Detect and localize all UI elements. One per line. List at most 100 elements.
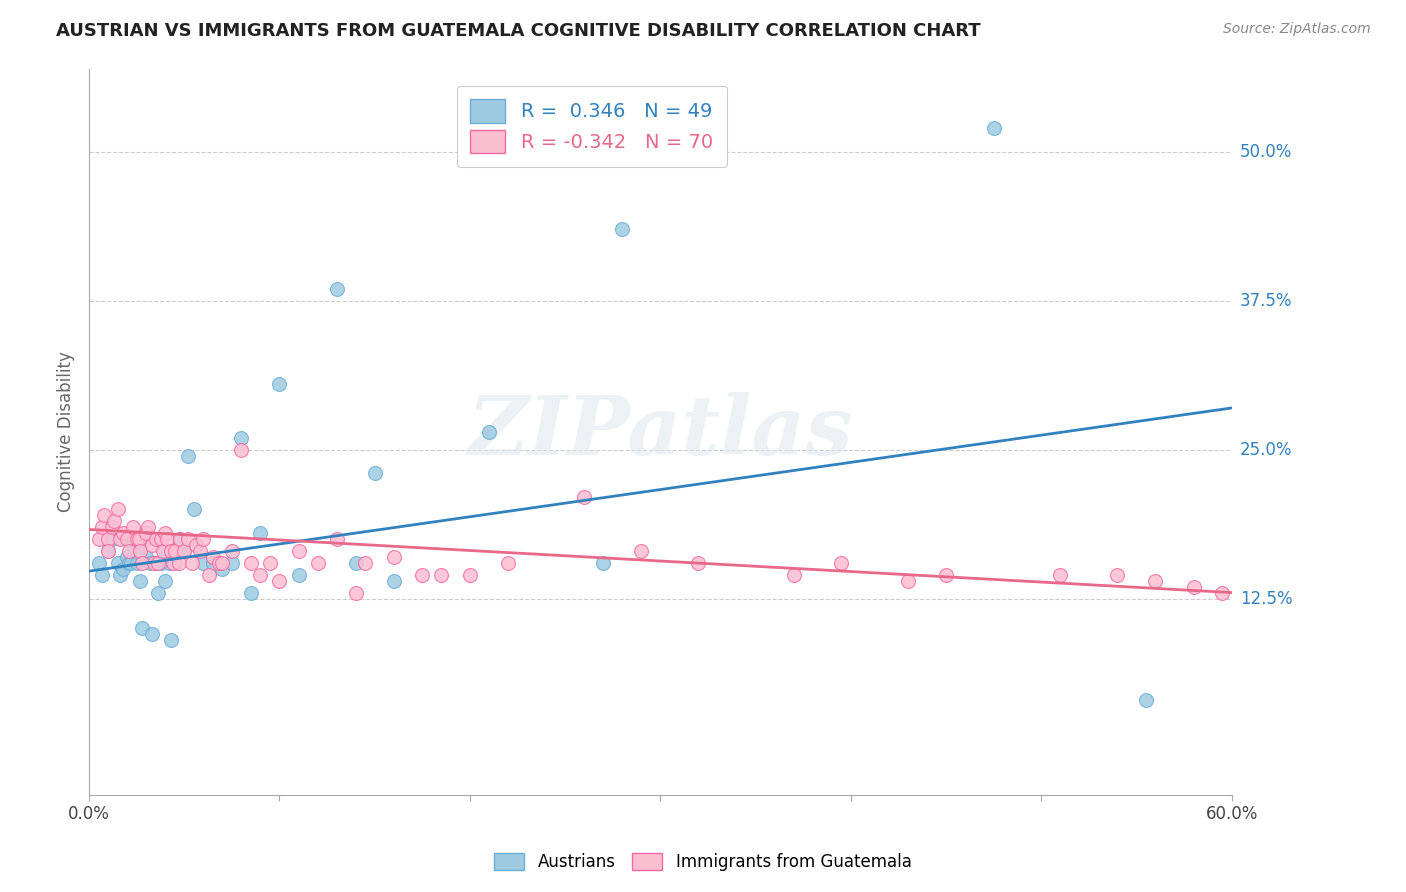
Point [125, 532, 148, 546]
Point [287, 544, 309, 558]
Point [239, 585, 262, 599]
Point [177, 449, 200, 463]
Point [1144, 574, 1167, 588]
Point [173, 544, 195, 558]
Point [135, 549, 157, 564]
Point [221, 544, 243, 558]
Point [112, 526, 135, 541]
Text: 12.5%: 12.5% [1240, 590, 1292, 607]
Point [630, 544, 652, 558]
Point [231, 431, 253, 445]
Point [183, 502, 205, 516]
Point [101, 520, 124, 534]
Point [269, 574, 291, 588]
Point [108, 532, 131, 546]
Point [131, 556, 153, 570]
Point [211, 556, 233, 570]
Point [249, 526, 271, 541]
Point [125, 544, 148, 558]
Point [1182, 580, 1205, 594]
Point [249, 567, 271, 582]
Point [129, 574, 152, 588]
Point [830, 556, 852, 570]
Point [141, 538, 163, 552]
Point [107, 556, 129, 570]
Point [231, 442, 253, 457]
Legend: Austrians, Immigrants from Guatemala: Austrians, Immigrants from Guatemala [486, 845, 920, 880]
Point [430, 567, 453, 582]
Point [496, 556, 519, 570]
Text: Source: ZipAtlas.com: Source: ZipAtlas.com [1223, 22, 1371, 37]
Text: 37.5%: 37.5% [1240, 292, 1292, 310]
Point [592, 556, 614, 570]
Point [1135, 693, 1157, 707]
Point [325, 282, 347, 296]
Point [97, 544, 120, 558]
Point [1211, 585, 1233, 599]
Point [458, 567, 481, 582]
Y-axis label: Cognitive Disability: Cognitive Disability [58, 351, 75, 512]
Point [131, 621, 153, 635]
Point [155, 574, 177, 588]
Point [167, 556, 190, 570]
Point [211, 562, 233, 576]
Point [269, 377, 291, 392]
Point [107, 502, 129, 516]
Point [118, 556, 141, 570]
Point [180, 556, 202, 570]
Point [1107, 567, 1129, 582]
Point [935, 567, 957, 582]
Point [115, 549, 138, 564]
Point [101, 532, 124, 546]
Point [103, 514, 125, 528]
Point [145, 556, 167, 570]
Point [129, 544, 152, 558]
Point [193, 556, 215, 570]
Point [108, 567, 131, 582]
Point [115, 532, 138, 546]
Point [142, 556, 165, 570]
Point [135, 532, 157, 546]
Point [97, 532, 120, 546]
Point [87, 556, 110, 570]
Text: AUSTRIAN VS IMMIGRANTS FROM GUATEMALA COGNITIVE DISABILITY CORRELATION CHART: AUSTRIAN VS IMMIGRANTS FROM GUATEMALA CO… [56, 22, 981, 40]
Point [156, 532, 179, 546]
Point [688, 556, 710, 570]
Point [160, 633, 183, 648]
Point [201, 556, 224, 570]
Point [91, 567, 114, 582]
Point [155, 544, 177, 558]
Point [146, 556, 169, 570]
Point [287, 567, 309, 582]
Point [135, 526, 157, 541]
Point [145, 532, 167, 546]
Point [121, 520, 143, 534]
Text: ZIPatlas: ZIPatlas [468, 392, 853, 472]
Point [572, 491, 595, 505]
Point [897, 574, 920, 588]
Point [177, 532, 200, 546]
Point [173, 544, 195, 558]
Point [1049, 567, 1071, 582]
Point [163, 544, 186, 558]
Point [157, 556, 180, 570]
Point [344, 556, 367, 570]
Point [162, 556, 184, 570]
Point [983, 121, 1005, 136]
Point [150, 556, 173, 570]
Point [239, 556, 262, 570]
Point [344, 585, 367, 599]
Point [125, 556, 148, 570]
Point [97, 544, 120, 558]
Point [193, 532, 215, 546]
Point [112, 562, 135, 576]
Legend: R =  0.346   N = 49, R = -0.342   N = 70: R = 0.346 N = 49, R = -0.342 N = 70 [457, 86, 727, 167]
Point [160, 544, 183, 558]
Point [91, 520, 114, 534]
Point [364, 467, 387, 481]
Point [155, 526, 177, 541]
Point [167, 532, 190, 546]
Point [382, 549, 405, 564]
Point [118, 544, 141, 558]
Point [120, 556, 142, 570]
